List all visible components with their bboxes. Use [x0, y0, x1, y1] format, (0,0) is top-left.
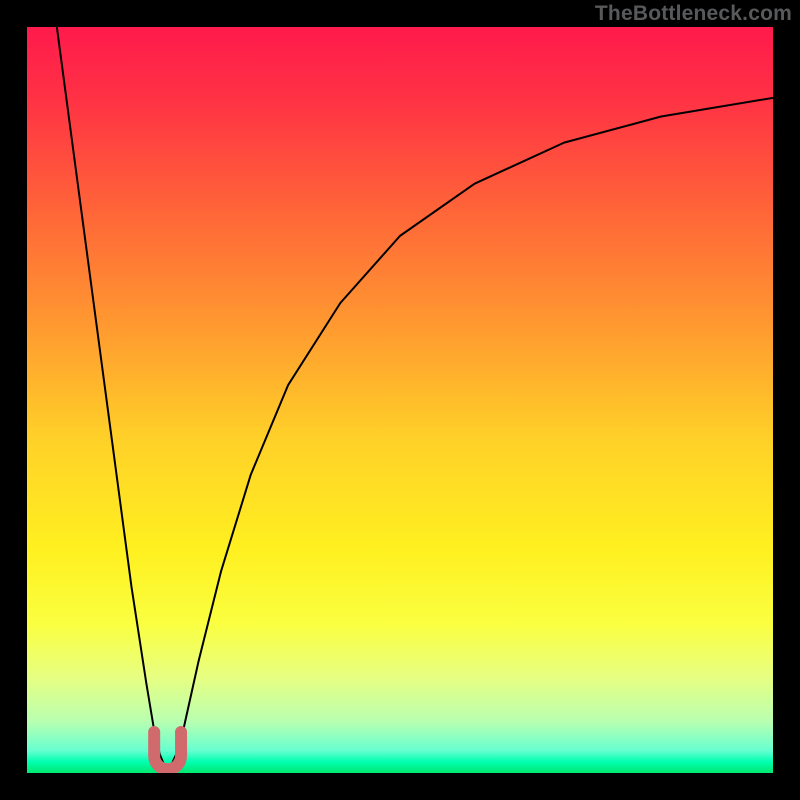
- gradient-background: [27, 27, 773, 773]
- watermark-text: TheBottleneck.com: [595, 2, 792, 26]
- chart-frame: TheBottleneck.com: [0, 0, 800, 800]
- bottleneck-chart-svg: [27, 27, 773, 773]
- plot-area: [27, 27, 773, 773]
